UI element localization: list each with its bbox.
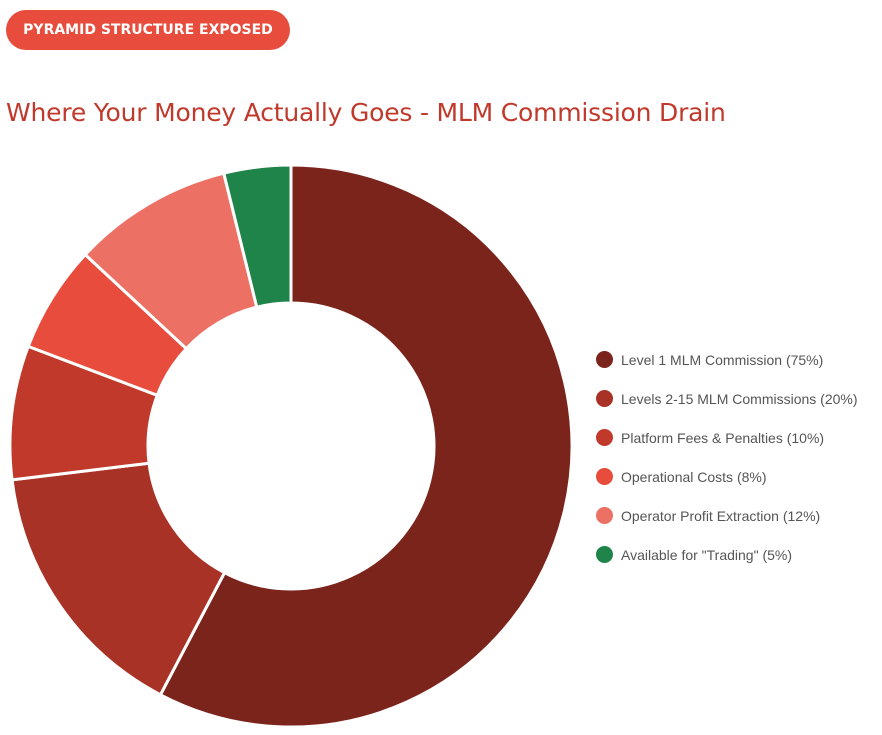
legend-label: Operator Profit Extraction (12%) [621,507,821,524]
legend-label: Operational Costs (8%) [621,468,767,485]
legend-dot-icon [596,351,613,368]
legend-dot-icon [596,390,613,407]
doughnut-chart [8,163,574,729]
legend-item[interactable]: Platform Fees & Penalties (10%) [596,418,858,457]
chart-slice[interactable] [221,163,293,309]
legend-label: Available for "Trading" (5%) [621,546,793,563]
legend-label: Level 1 MLM Commission (75%) [621,351,824,368]
legend-dot-icon [596,429,613,446]
chart-legend: Level 1 MLM Commission (75%) Levels 2-15… [596,340,858,574]
legend-item[interactable]: Level 1 MLM Commission (75%) [596,340,858,379]
chart-slice[interactable] [10,461,227,697]
chart-slice[interactable] [158,163,574,729]
legend-dot-icon [596,546,613,563]
chart-slices [8,163,574,729]
legend-item[interactable]: Available for "Trading" (5%) [596,535,858,574]
badge-label: PYRAMID STRUCTURE EXPOSED [23,22,273,38]
legend-item[interactable]: Operator Profit Extraction (12%) [596,496,858,535]
legend-item[interactable]: Operational Costs (8%) [596,457,858,496]
chart-title: Where Your Money Actually Goes - MLM Com… [6,98,726,127]
legend-label: Platform Fees & Penalties (10%) [621,429,825,446]
legend-label: Levels 2-15 MLM Commissions (20%) [621,390,858,407]
legend-dot-icon [596,507,613,524]
legend-item[interactable]: Levels 2-15 MLM Commissions (20%) [596,379,858,418]
legend-dot-icon [596,468,613,485]
status-badge: PYRAMID STRUCTURE EXPOSED [6,10,290,50]
